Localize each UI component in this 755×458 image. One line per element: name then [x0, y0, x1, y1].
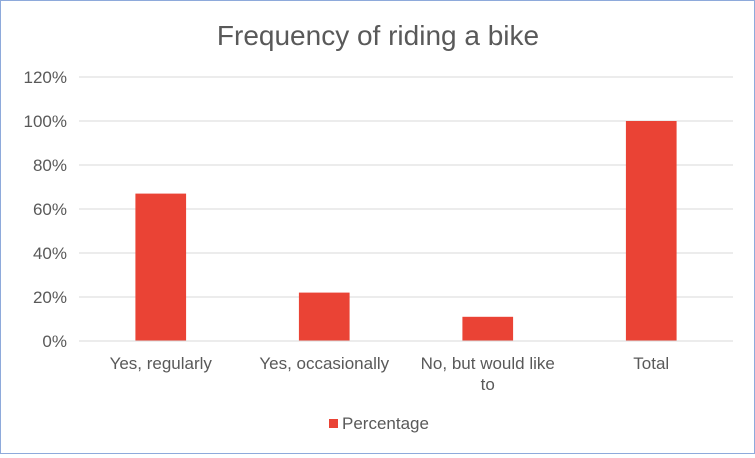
legend: Percentage [329, 414, 429, 433]
bar [135, 193, 187, 341]
y-tick-label: 100% [24, 112, 67, 131]
bars [135, 121, 677, 341]
bar [298, 292, 350, 341]
x-axis-categories: Yes, regularly Yes, occasionally No, but w… [110, 354, 670, 394]
x-category-label: Yes, regularly [110, 354, 213, 373]
legend-swatch [329, 419, 338, 428]
y-axis-ticks: 0% 20% 40% 60% 80% 100% 120% [24, 68, 67, 351]
y-tick-label: 60% [33, 200, 67, 219]
chart-title: Frequency of riding a bike [217, 20, 539, 51]
y-tick-label: 20% [33, 288, 67, 307]
x-category-label: No, but would like to [421, 354, 555, 394]
legend-label: Percentage [342, 414, 429, 433]
gridlines [79, 76, 733, 298]
y-tick-label: 40% [33, 244, 67, 263]
bar [462, 316, 514, 341]
bar [625, 121, 677, 341]
y-tick-label: 120% [24, 68, 67, 87]
y-tick-label: 0% [42, 332, 67, 351]
x-category-label: Total [633, 354, 669, 373]
y-tick-label: 80% [33, 156, 67, 175]
x-category-label: Yes, occasionally [259, 354, 389, 373]
